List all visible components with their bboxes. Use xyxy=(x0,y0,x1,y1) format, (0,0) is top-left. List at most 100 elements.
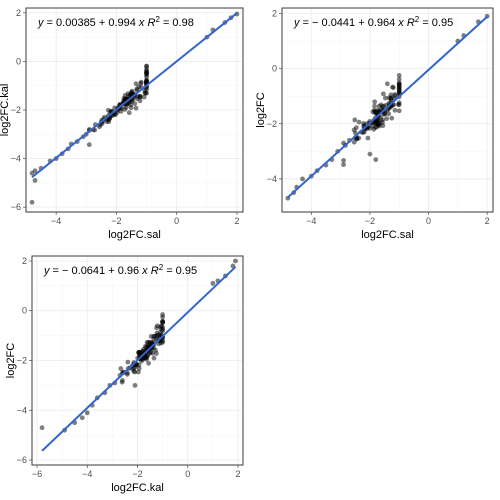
data-point xyxy=(367,151,373,157)
data-point xyxy=(300,176,305,182)
y-tick-label: 2 xyxy=(272,9,277,19)
y-tick-label: −6 xyxy=(11,202,21,212)
y-tick-label: −2 xyxy=(17,356,27,366)
equation-r-exponent: 2 xyxy=(415,15,420,24)
x-axis-title: log2FC.sal xyxy=(361,229,414,241)
data-point xyxy=(144,63,149,69)
data-point xyxy=(131,368,137,374)
data-point xyxy=(382,111,388,116)
data-point xyxy=(389,115,395,121)
regression-line xyxy=(41,266,237,452)
data-point xyxy=(365,135,371,141)
regression-line xyxy=(31,12,238,178)
data-point xyxy=(29,170,35,176)
regression-equation: y = − 0.0441 + 0.964 x R2 = 0.95 xyxy=(293,15,453,30)
data-point xyxy=(356,135,362,141)
y-tick-label: 2 xyxy=(16,8,21,18)
data-point xyxy=(135,94,140,99)
data-point xyxy=(384,116,389,122)
data-point xyxy=(382,95,388,101)
regression-line xyxy=(287,15,488,199)
x-tick-label: −4 xyxy=(51,216,61,226)
x-tick-label: −2 xyxy=(111,216,121,226)
equation-body: = − 0.0441 + 0.964 xyxy=(300,17,399,29)
data-point xyxy=(153,347,158,353)
data-point xyxy=(119,379,125,385)
data-point xyxy=(136,366,142,371)
data-point xyxy=(390,84,395,90)
x-tick-label: 0 xyxy=(174,216,179,226)
data-point xyxy=(384,81,390,87)
y-axis-title: log2FC xyxy=(255,92,267,128)
data-point xyxy=(386,111,392,117)
equation-r: R xyxy=(407,17,415,29)
data-point xyxy=(380,123,386,129)
data-point xyxy=(141,94,147,100)
panel-border xyxy=(281,7,494,213)
data-point xyxy=(159,323,164,329)
equation-body: = 0.00385 + 0.994 xyxy=(44,17,139,29)
data-point xyxy=(128,102,133,108)
data-point xyxy=(160,314,166,320)
data-point xyxy=(150,350,155,356)
data-point xyxy=(154,333,159,339)
data-point xyxy=(396,72,402,78)
data-point xyxy=(352,117,358,123)
data-point xyxy=(380,91,386,97)
equation-x: x xyxy=(141,265,148,277)
equation-body: = − 0.0641 + 0.96 xyxy=(50,265,143,277)
equation-r2-value: = 0.98 xyxy=(160,17,194,29)
data-point xyxy=(138,79,144,85)
data-point xyxy=(396,108,402,114)
data-point xyxy=(392,107,398,113)
x-tick-label: 2 xyxy=(235,469,240,479)
data-point xyxy=(210,280,216,286)
data-point xyxy=(135,369,141,375)
y-tick-label: −4 xyxy=(17,405,27,415)
data-point xyxy=(154,325,159,331)
data-point xyxy=(123,105,129,110)
data-point xyxy=(137,98,143,104)
data-point xyxy=(144,70,149,76)
data-point xyxy=(126,110,132,116)
data-point xyxy=(341,162,346,168)
data-point xyxy=(96,124,102,130)
data-point xyxy=(106,119,112,125)
data-point xyxy=(79,415,85,421)
equation-r2-value: = 0.95 xyxy=(163,265,197,277)
x-tick-label: −6 xyxy=(32,469,42,479)
equation-x: x xyxy=(138,17,145,29)
data-point xyxy=(372,99,378,105)
equation-r: R xyxy=(151,265,159,277)
data-point xyxy=(396,102,402,108)
equation-r: R xyxy=(147,17,155,29)
data-point xyxy=(142,88,148,94)
data-point xyxy=(125,359,131,365)
regression-equation: y = 0.00385 + 0.994 x R2 = 0.98 xyxy=(37,15,194,30)
panel-border xyxy=(25,7,244,213)
data-point xyxy=(133,105,139,111)
x-tick-label: −4 xyxy=(82,469,92,479)
x-tick-label: 2 xyxy=(234,216,239,226)
data-point xyxy=(145,342,151,348)
equation-x: x xyxy=(397,17,404,29)
x-axis-title: log2FC.kal xyxy=(111,482,164,494)
x-axis-title: log2FC.sal xyxy=(108,229,161,241)
x-tick-label: 0 xyxy=(426,216,431,226)
x-tick-label: −2 xyxy=(132,469,142,479)
data-point xyxy=(396,89,402,95)
data-point xyxy=(29,199,35,205)
y-tick-label: −4 xyxy=(267,174,277,184)
data-point xyxy=(132,382,138,388)
equation-r-exponent: 2 xyxy=(159,263,164,272)
data-point xyxy=(146,360,152,366)
y-tick-label: −2 xyxy=(267,119,277,129)
y-tick-label: 0 xyxy=(16,56,21,66)
data-point xyxy=(124,371,130,377)
data-point xyxy=(372,103,377,109)
data-point xyxy=(84,410,90,416)
data-point xyxy=(375,122,381,127)
